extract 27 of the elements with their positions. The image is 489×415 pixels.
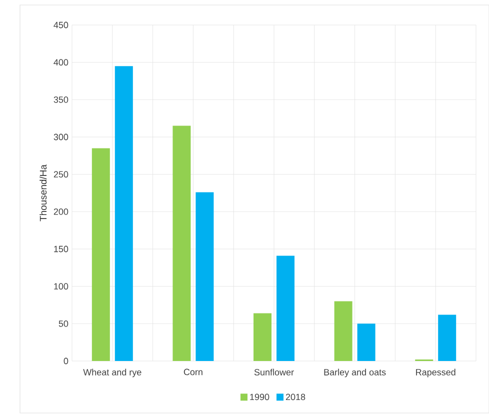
bar [276, 256, 295, 361]
x-tick-label: Sunflower [254, 368, 294, 376]
bar [357, 324, 376, 361]
x-tick-label: Corn [184, 368, 202, 376]
legend-label: 2018 [286, 394, 306, 400]
x-tick-label: Barley and oats [324, 368, 386, 378]
y-tick-label: 400 [54, 59, 68, 66]
bar [172, 126, 191, 361]
x-tick-label: Rapessed [416, 368, 456, 378]
y-tick-label: 450 [54, 22, 68, 28]
bar [334, 301, 352, 361]
bar [196, 192, 214, 361]
bar [92, 148, 110, 361]
y-tick-label: 0 [64, 358, 68, 364]
bar [114, 66, 133, 361]
y-tick-label: 350 [54, 96, 68, 103]
y-tick-label: 300 [54, 134, 68, 140]
y-tick-label: 200 [54, 208, 68, 215]
x-tick-label: Wheat and rye [83, 368, 142, 378]
bar [254, 313, 272, 361]
bar [438, 314, 456, 361]
y-axis-title: Thousend/Ha [40, 164, 47, 222]
y-tick-label: 150 [54, 246, 68, 252]
y-tick-label: 100 [54, 283, 68, 290]
y-tick-label: 50 [58, 320, 68, 327]
legend-label: 1990 [250, 394, 270, 400]
y-tick-label: 250 [54, 171, 68, 178]
